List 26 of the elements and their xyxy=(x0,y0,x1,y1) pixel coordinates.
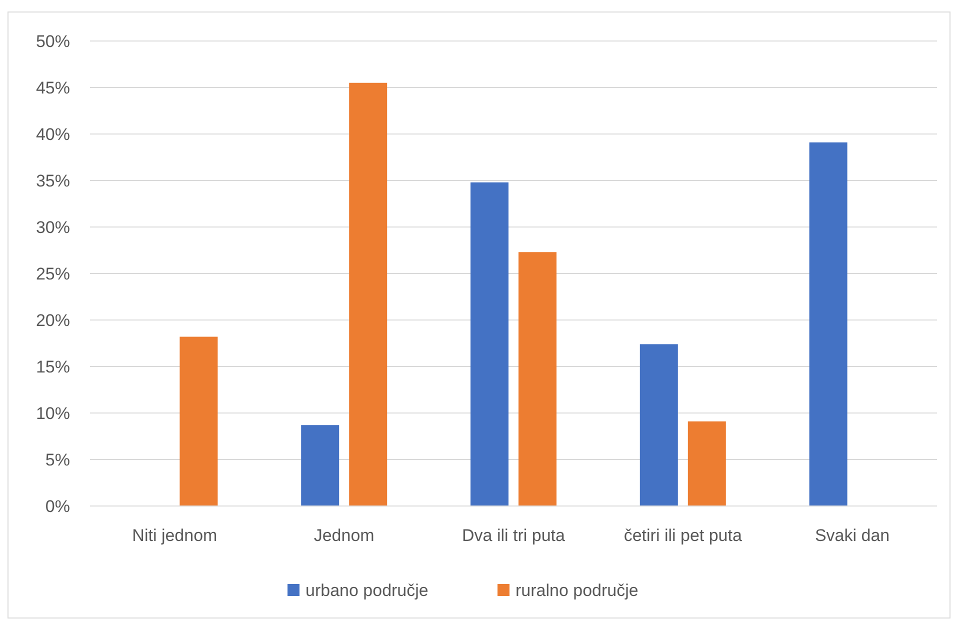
bar xyxy=(349,82,388,506)
bar xyxy=(809,142,848,506)
y-tick-label: 0% xyxy=(45,496,70,516)
bar xyxy=(470,182,508,506)
y-tick-label: 30% xyxy=(36,218,70,237)
x-tick-label: Svaki dan xyxy=(814,526,890,545)
y-tick-label: 40% xyxy=(36,124,70,144)
y-tick-label: 20% xyxy=(36,310,70,330)
y-tick-label: 10% xyxy=(36,404,70,423)
y-tick-label: 45% xyxy=(36,78,70,98)
x-tick-label: Dva ili tri puta xyxy=(462,526,566,545)
legend-label: ruralno područje xyxy=(516,580,638,600)
y-tick-label: 5% xyxy=(45,450,70,470)
bar xyxy=(180,336,218,506)
x-tick-label: Niti jednom xyxy=(132,526,218,545)
bar xyxy=(518,252,556,506)
legend-label: urbano područje xyxy=(306,580,428,600)
y-tick-label: 35% xyxy=(36,171,70,190)
x-tick-label: četiri ili pet puta xyxy=(624,526,742,545)
y-tick-label: 25% xyxy=(36,264,70,284)
y-tick-label: 15% xyxy=(36,357,70,376)
y-tick-label: 50% xyxy=(36,32,70,51)
bar xyxy=(688,421,726,506)
x-tick-label: Jednom xyxy=(314,526,374,545)
bar xyxy=(640,344,678,506)
bar xyxy=(301,425,340,506)
